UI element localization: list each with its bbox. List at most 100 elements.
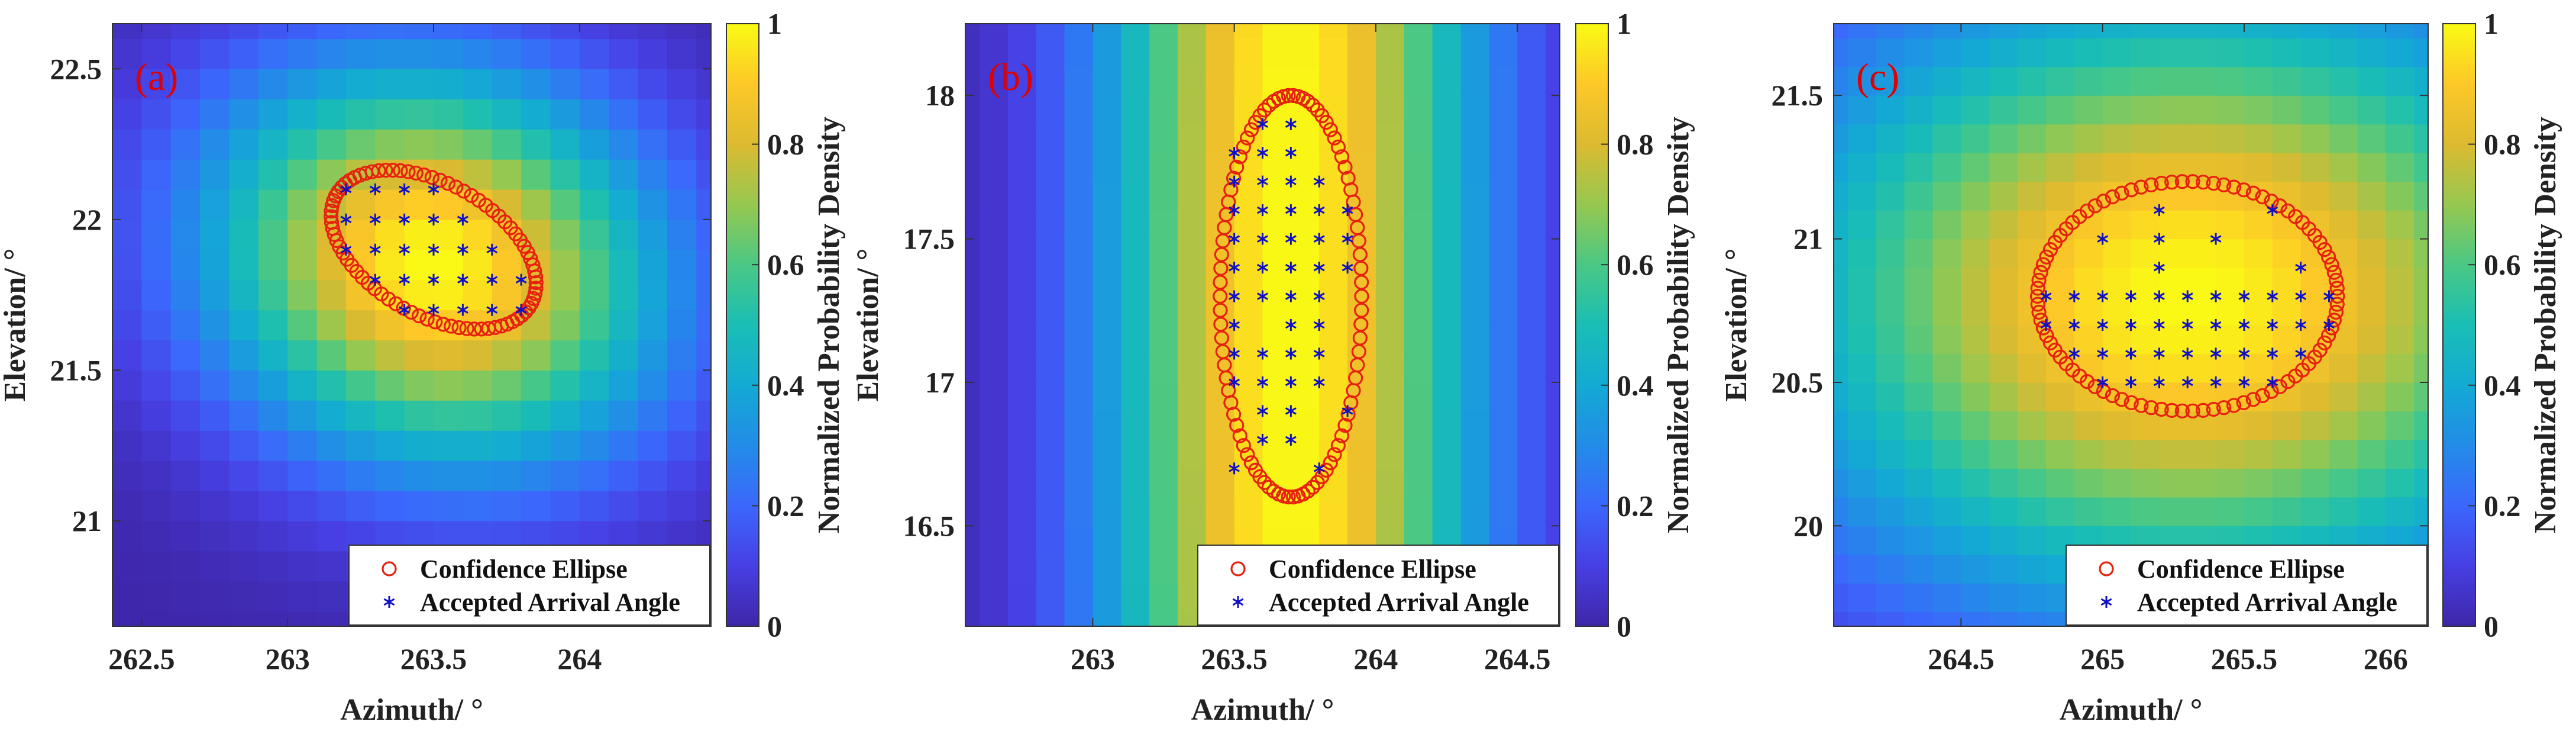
heatmap-cell xyxy=(2187,296,2216,326)
heatmap-cell xyxy=(2074,296,2103,326)
accepted-point xyxy=(2267,347,2278,360)
ellipse-marker xyxy=(2255,388,2270,404)
heatmap-cell xyxy=(1375,38,1405,67)
heatmap-cell xyxy=(492,490,522,521)
accepted-point xyxy=(2238,290,2250,302)
ellipse-marker xyxy=(448,179,464,195)
heatmap-cell xyxy=(2018,468,2047,498)
heatmap-cell xyxy=(1489,497,1518,526)
ellipse-marker xyxy=(324,203,339,219)
heatmap-cell xyxy=(965,583,980,613)
accepted-point xyxy=(2153,233,2165,245)
heatmap-cell xyxy=(170,461,201,491)
heatmap-cell xyxy=(1291,0,1319,9)
y-tick-label: 17.5 xyxy=(903,223,955,256)
heatmap-cell xyxy=(1546,0,1574,9)
heatmap-cell xyxy=(1961,296,1990,326)
heatmap-cell xyxy=(112,550,142,582)
heatmap-cell xyxy=(1375,382,1405,412)
heatmap-cell xyxy=(1375,353,1405,383)
heatmap-cell xyxy=(316,99,347,130)
legend-label-ellipse: Confidence Ellipse xyxy=(420,555,628,584)
heatmap-cell xyxy=(1093,554,1121,584)
heatmap-cell xyxy=(1177,153,1207,182)
heatmap-cell xyxy=(1036,124,1065,153)
heatmap-cell xyxy=(1149,95,1178,125)
accepted-point xyxy=(515,304,527,316)
heatmap-cell xyxy=(1375,239,1405,268)
heatmap-cell xyxy=(287,340,318,371)
heatmap-cell xyxy=(229,430,259,461)
heatmap-cell xyxy=(1989,411,2018,440)
heatmap-cell xyxy=(1149,239,1178,268)
heatmap-cell xyxy=(1177,239,1207,268)
heatmap-cell xyxy=(1319,38,1348,67)
heatmap-cell xyxy=(2244,0,2273,9)
heatmap-cell xyxy=(1093,611,1121,626)
heatmap-cell xyxy=(316,38,347,69)
heatmap-cell xyxy=(2102,439,2132,469)
heatmap-cell xyxy=(316,279,347,311)
heatmap-cell xyxy=(696,69,711,99)
heatmap-cell xyxy=(609,370,639,401)
heatmap-cell xyxy=(200,99,230,130)
heatmap-cell xyxy=(550,219,580,250)
heatmap-cell xyxy=(1517,296,1546,326)
heatmap-cell xyxy=(170,340,201,371)
heatmap-cell xyxy=(979,153,1009,182)
heatmap-cell xyxy=(1847,24,1877,38)
heatmap-cell xyxy=(2131,325,2160,355)
heatmap-cell xyxy=(1834,468,1848,498)
heatmap-cell xyxy=(1262,239,1291,268)
heatmap-cell xyxy=(1121,325,1150,355)
heatmap-cell xyxy=(965,411,980,440)
heatmap-cell xyxy=(2074,124,2103,153)
heatmap-cell xyxy=(2357,38,2386,67)
heatmap-cell xyxy=(2187,268,2216,297)
heatmap-cell xyxy=(287,310,318,341)
accepted-point xyxy=(2323,290,2335,302)
heatmap-cell xyxy=(258,279,288,311)
heatmap-cell xyxy=(1375,325,1405,355)
heatmap-cell xyxy=(979,239,1009,268)
heatmap-cell xyxy=(1834,325,1848,355)
heatmap-cell xyxy=(112,310,113,341)
heatmap-cell xyxy=(1847,66,1877,96)
heatmap-cell xyxy=(1876,325,1905,355)
heatmap-cell xyxy=(2300,439,2330,469)
heatmap-cell xyxy=(200,370,230,401)
heatmap-cell xyxy=(200,189,230,220)
heatmap-cell xyxy=(638,129,668,160)
heatmap-cell xyxy=(200,24,230,40)
heatmap-cell xyxy=(112,99,113,130)
heatmap-cell xyxy=(1205,24,1235,38)
heatmap-cell xyxy=(1489,38,1518,67)
x-tick-label: 264 xyxy=(557,642,602,675)
heatmap-cell xyxy=(2386,439,2415,469)
heatmap-cell xyxy=(1489,239,1518,268)
heatmap-cell xyxy=(1834,353,1848,383)
accepted-point xyxy=(1285,319,1297,331)
heatmap-cell xyxy=(1347,24,1376,38)
heatmap-cell xyxy=(696,310,711,341)
heatmap-cell xyxy=(667,490,697,521)
colorbar-tick-label: 0.4 xyxy=(767,369,804,402)
heatmap-cell xyxy=(200,279,230,311)
heatmap-cell xyxy=(638,370,668,401)
accepted-point xyxy=(340,183,352,195)
heatmap-cell xyxy=(2414,181,2428,211)
ellipse-marker xyxy=(471,192,486,208)
heatmap-cell xyxy=(170,370,201,401)
heatmap-cell xyxy=(1932,124,1961,153)
heatmap-cell xyxy=(1404,439,1433,469)
heatmap-cell xyxy=(2131,95,2160,125)
ellipse-marker xyxy=(1236,438,1251,453)
accepted-point xyxy=(1257,433,1268,446)
heatmap-cell xyxy=(2329,468,2358,498)
heatmap-cell xyxy=(521,99,551,130)
ellipse-marker xyxy=(2264,384,2279,399)
heatmap-cell xyxy=(1904,382,1934,412)
heatmap-cell xyxy=(2414,153,2428,182)
heatmap-cell xyxy=(550,400,580,431)
